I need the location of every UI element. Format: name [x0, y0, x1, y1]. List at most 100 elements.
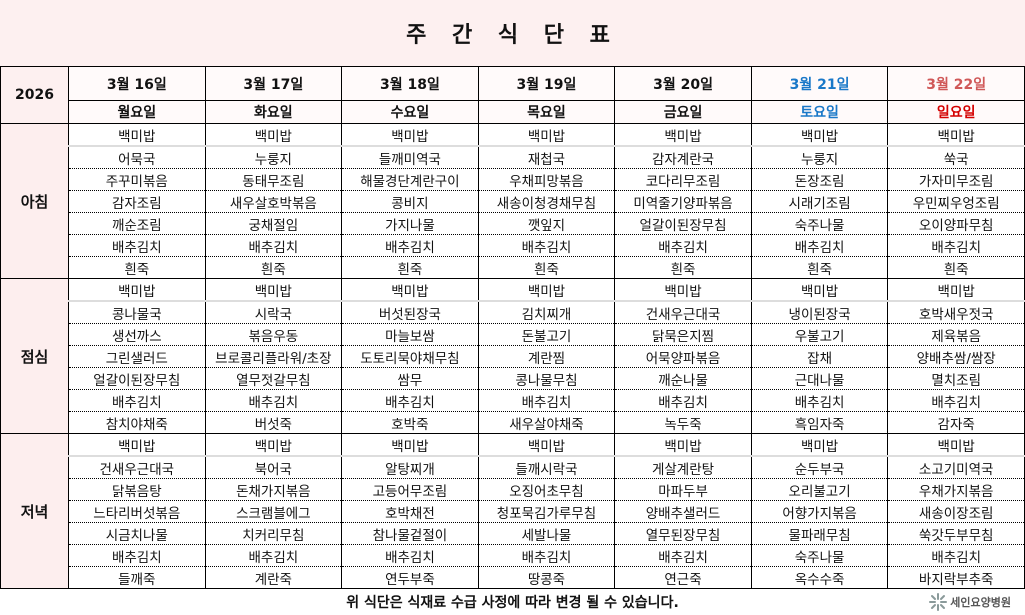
menu-item: 배추김치 [614, 234, 752, 257]
date-header: 3월 22일 [887, 66, 1025, 101]
page-title: 주 간 식 단 표 [406, 23, 619, 48]
menu-item: 배추김치 [477, 389, 616, 412]
hospital-logo: 세인요양병원 [929, 593, 1011, 611]
menu-row: 주꾸미볶음 동태무조림 해물경단계란구이 우채피망볶음 코다리무조림 돈장조림 가자미무조림 [1, 168, 1025, 191]
menu-item: 잡채 [750, 345, 889, 368]
menu-item: 느타리버섯볶음 [68, 500, 206, 523]
menu-item: 건새우근대국 [614, 301, 752, 324]
menu-item: 열무젓갈무침 [204, 367, 343, 390]
menu-item: 닭묵은지찜 [614, 323, 752, 346]
menu-item: 브로콜리플라워/초장 [204, 345, 343, 368]
menu-item: 치커리무침 [204, 522, 343, 545]
menu-item: 스크램블에그 [204, 500, 343, 523]
menu-item: 흰죽 [68, 256, 206, 279]
menu-item: 우민찌우엉조림 [887, 190, 1025, 213]
menu-item: 연근죽 [614, 566, 752, 589]
menu-item: 멸치조림 [887, 367, 1025, 390]
menu-item: 백미밥 [204, 278, 343, 302]
logo-text: 세인요양병원 [950, 596, 1011, 609]
menu-item: 열무된장무침 [614, 522, 752, 545]
menu-item: 백미밥 [68, 433, 206, 457]
menu-row: 배추김치 배추김치 배추김치 배추김치 배추김치 배추김치 배추김치 [1, 389, 1025, 412]
date-header: 3월 19일 [477, 66, 616, 101]
menu-item: 들깨미역국 [341, 146, 479, 169]
menu-item: 옥수수죽 [750, 566, 889, 589]
menu-item: 가자미무조림 [887, 168, 1025, 191]
menu-item: 생선까스 [68, 323, 206, 346]
weekday-header: 일요일 [887, 100, 1025, 124]
menu-item: 깨순나물 [614, 367, 752, 390]
menu-item: 배추김치 [887, 544, 1025, 567]
menu-item: 참나물겉절이 [341, 522, 479, 545]
menu-row: 들깨죽 계란죽 연두부죽 땅콩죽 연근죽 옥수수죽 바지락부추죽 [1, 566, 1025, 589]
menu-item: 계란죽 [204, 566, 343, 589]
menu-item: 물파래무침 [750, 522, 889, 545]
menu-item: 백미밥 [750, 278, 889, 302]
menu-item: 호박죽 [341, 411, 479, 434]
change-notice: 위 식단은 식재료 수급 사정에 따라 변경 될 수 있습니다. [346, 595, 679, 611]
menu-item: 백미밥 [887, 278, 1025, 302]
weekday-header: 수요일 [341, 100, 479, 124]
menu-item: 시락국 [204, 301, 343, 324]
menu-row: 아침 백미밥 백미밥 백미밥 백미밥 백미밥 백미밥 백미밥 [0, 123, 1025, 279]
menu-row: 닭볶음탕 돈채가지볶음 고등어무조림 오징어초무침 마파두부 오리불고기 우채가지볶음 [1, 478, 1025, 501]
menu-item: 돈채가지볶음 [204, 478, 343, 501]
menu-item: 백미밥 [614, 278, 752, 302]
menu-item: 소고기미역국 [887, 456, 1025, 479]
menu-item: 배추김치 [614, 544, 752, 567]
menu-item: 숙주나물 [750, 212, 889, 235]
weekday-header: 화요일 [204, 100, 343, 124]
footer: 위 식단은 식재료 수급 사정에 따라 변경 될 수 있습니다. 세인요양병원 [0, 588, 1025, 615]
weekday-header-row: 월요일 화요일 수요일 목요일 금요일 토요일 일요일 [1, 100, 1025, 124]
menu-item: 깨순조림 [68, 212, 206, 235]
menu-item: 시금치나물 [68, 522, 206, 545]
menu-row: 그린샐러드 브로콜리플라워/초장 도토리묵야채무침 계란찜 어묵양파볶음 잡채 양배추쌈/쌈… [1, 345, 1025, 368]
menu-item: 백미밥 [341, 433, 479, 457]
menu-item: 누룽지 [204, 146, 343, 169]
menu-item: 들깨시락국 [477, 456, 616, 479]
menu-item: 오징어초무침 [477, 478, 616, 501]
menu-item: 얼갈이된장무침 [614, 212, 752, 235]
menu-item: 세발나물 [477, 522, 616, 545]
menu-row: 어묵국 누룽지 들깨미역국 재첩국 감자계란국 누룽지 쑥국 [1, 146, 1025, 169]
sparkle-icon [929, 593, 948, 611]
menu-item: 계란찜 [477, 345, 616, 368]
weekday-header: 목요일 [477, 100, 616, 124]
date-header: 3월 18일 [341, 66, 479, 101]
menu-item: 고등어무조림 [341, 478, 479, 501]
menu-item: 흰죽 [614, 256, 752, 279]
menu-item: 재첩국 [477, 146, 616, 169]
menu-item: 호박새우젓국 [887, 301, 1025, 324]
menu-item: 배추김치 [341, 544, 479, 567]
menu-item: 배추김치 [68, 389, 206, 412]
menu-item: 해물경단계란구이 [341, 168, 479, 191]
menu-item: 배추김치 [341, 389, 479, 412]
menu-item: 콩비지 [341, 190, 479, 213]
menu-item: 새우살야채죽 [477, 411, 616, 434]
menu-item: 흰죽 [477, 256, 616, 279]
menu-item: 건새우근대국 [68, 456, 206, 479]
menu-row: 느타리버섯볶음 스크램블에그 호박채전 청포묵김가루무침 양배추샐러드 어향가지볶음 새송이… [1, 500, 1025, 523]
menu-item: 마파두부 [614, 478, 752, 501]
menu-item: 김치찌개 [477, 301, 616, 324]
date-header: 3월 16일 [68, 66, 206, 101]
menu-row: 감자조림 새우살호박볶음 콩비지 새송이청경채무침 미역줄기양파볶음 시래기조림 우민찌우엉… [1, 190, 1025, 213]
menu-item: 주꾸미볶음 [68, 168, 206, 191]
menu-item: 백미밥 [887, 123, 1025, 147]
menu-item: 쑥갓두부무침 [887, 522, 1025, 545]
menu-item: 배추김치 [204, 544, 343, 567]
menu-item: 제육볶음 [887, 323, 1025, 346]
menu-item: 백미밥 [614, 123, 752, 147]
menu-item: 백미밥 [68, 278, 206, 302]
menu-item: 오리불고기 [750, 478, 889, 501]
menu-item: 콩나물무침 [477, 367, 616, 390]
menu-item: 흰죽 [341, 256, 479, 279]
menu-row: 시금치나물 치커리무침 참나물겉절이 세발나물 열무된장무침 물파래무침 쑥갓두부무침 [1, 522, 1025, 545]
menu-item: 녹두죽 [614, 411, 752, 434]
weekday-header: 월요일 [68, 100, 206, 124]
menu-item: 배추김치 [614, 389, 752, 412]
menu-item: 백미밥 [750, 433, 889, 457]
menu-item: 백미밥 [750, 123, 889, 147]
menu-item: 숙주나물 [750, 544, 889, 567]
menu-item: 미역줄기양파볶음 [614, 190, 752, 213]
